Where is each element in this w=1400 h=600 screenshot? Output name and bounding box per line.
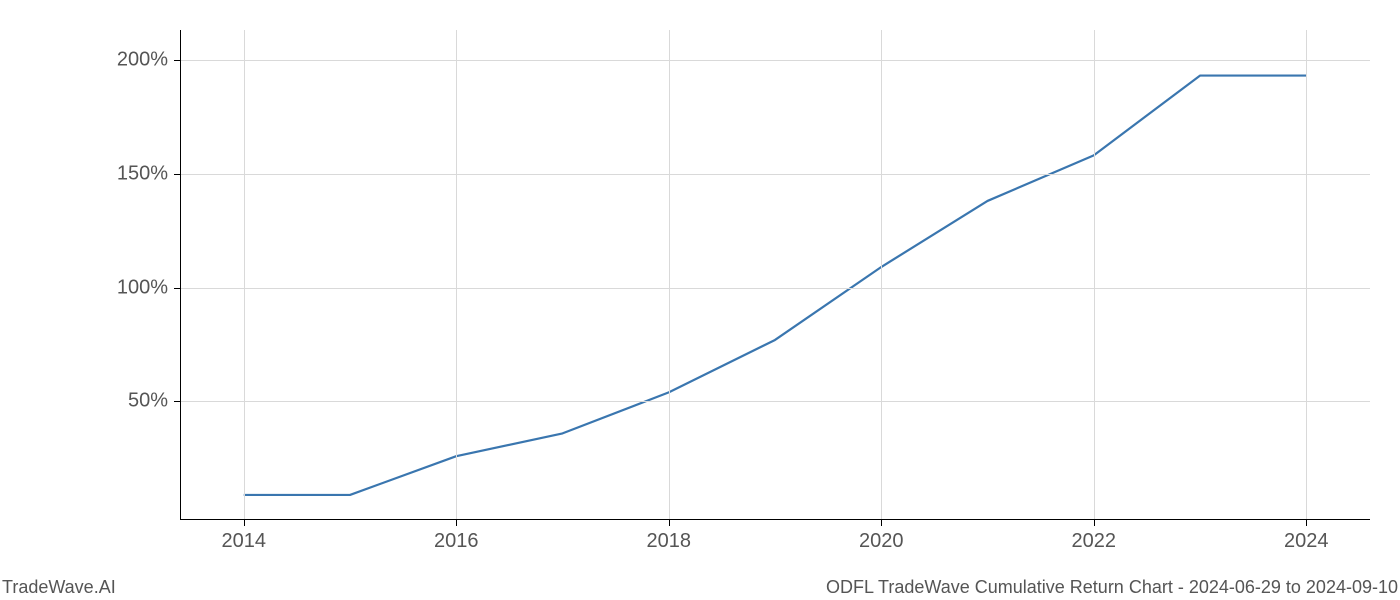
y-axis-spine <box>180 30 181 520</box>
grid-line-vertical <box>881 30 882 520</box>
grid-line-vertical <box>669 30 670 520</box>
grid-line-vertical <box>456 30 457 520</box>
chart-container: 20142016201820202022202450%100%150%200% … <box>0 0 1400 600</box>
plot-area: 20142016201820202022202450%100%150%200% <box>180 30 1370 520</box>
y-tick-label: 200% <box>117 48 180 71</box>
grid-line-horizontal <box>180 174 1370 175</box>
footer-right-text: ODFL TradeWave Cumulative Return Chart -… <box>826 577 1398 598</box>
x-axis-spine <box>180 519 1370 520</box>
y-tick-label: 50% <box>128 390 180 413</box>
y-tick-label: 150% <box>117 162 180 185</box>
x-tick-label: 2018 <box>647 520 692 553</box>
grid-line-horizontal <box>180 288 1370 289</box>
x-tick-label: 2020 <box>859 520 904 553</box>
grid-line-horizontal <box>180 401 1370 402</box>
grid-line-vertical <box>1094 30 1095 520</box>
y-tick-label: 100% <box>117 276 180 299</box>
x-tick-label: 2022 <box>1072 520 1117 553</box>
x-tick-label: 2016 <box>434 520 479 553</box>
line-series <box>180 30 1370 520</box>
footer-left-text: TradeWave.AI <box>2 577 116 598</box>
grid-line-vertical <box>1306 30 1307 520</box>
grid-line-horizontal <box>180 60 1370 61</box>
grid-line-vertical <box>244 30 245 520</box>
cumulative-return-line <box>244 76 1307 495</box>
x-tick-label: 2024 <box>1284 520 1329 553</box>
x-tick-label: 2014 <box>222 520 267 553</box>
